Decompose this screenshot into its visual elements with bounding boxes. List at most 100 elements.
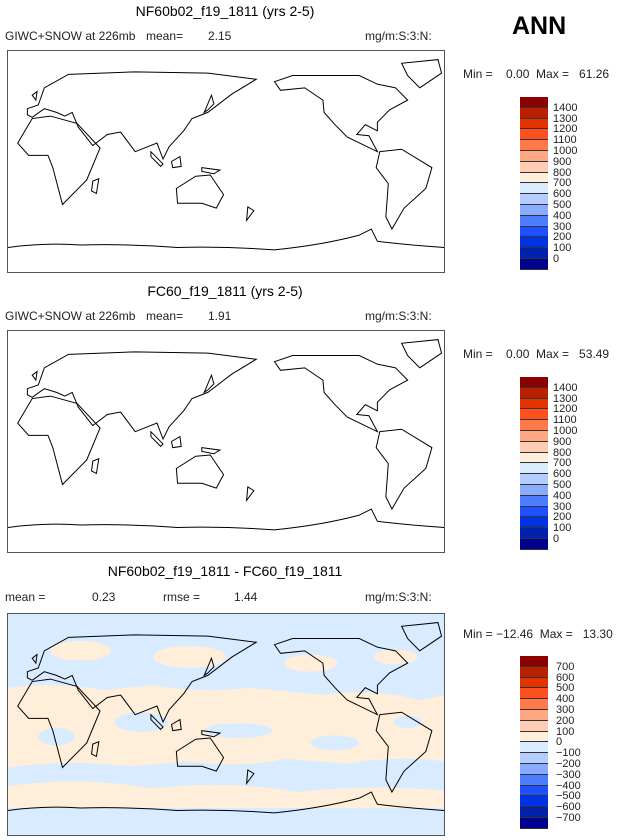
colorbar-label: 0 — [556, 736, 563, 749]
colorbar-box — [520, 666, 548, 678]
colorbar-label: −700 — [556, 812, 581, 824]
colorbar-label: 700 — [556, 660, 575, 673]
panel-2-mean-label: mean= — [146, 309, 184, 323]
colorbar-box — [520, 731, 548, 743]
colorbar-label: 300 — [553, 500, 572, 513]
panel-1-mean: 2.15 — [208, 29, 232, 43]
colorbar-box — [520, 796, 548, 808]
coastline — [402, 623, 442, 651]
panel-1-field: GIWC+SNOW at 226mb — [5, 29, 136, 43]
colorbar-box — [520, 528, 548, 539]
coastline — [274, 356, 407, 432]
colorbar-box — [520, 420, 548, 431]
colorbar-label: 300 — [556, 704, 575, 716]
colorbar-box — [520, 785, 548, 797]
colorbar-label: 1100 — [553, 414, 577, 427]
coastline — [247, 487, 254, 501]
colorbar-box — [520, 183, 548, 195]
negative-difference-regions — [38, 712, 423, 751]
season-label: ANN — [512, 12, 567, 40]
panel-1-title: NF60b02_f19_1811 (yrs 2-5) — [135, 3, 315, 19]
colorbar-label: 900 — [553, 435, 572, 448]
colorbar-label: 100 — [556, 725, 575, 738]
coastline — [376, 149, 432, 229]
colorbar-box — [520, 409, 548, 421]
colorbar-label: 400 — [553, 489, 572, 502]
colorbar-label: 500 — [553, 479, 572, 491]
colorbar-box — [520, 807, 548, 818]
coastline — [151, 152, 163, 167]
coastline — [274, 639, 407, 715]
colorbar-box — [520, 506, 548, 518]
panel-3-rmse: 1.44 — [234, 590, 258, 604]
colorbar-label: 400 — [556, 693, 575, 706]
colorbar-label: 1400 — [553, 381, 578, 394]
colorbar-label: 500 — [556, 682, 575, 695]
colorbar-label: 400 — [553, 209, 572, 222]
colorbar-box — [520, 204, 548, 216]
colorbar-label: 1200 — [553, 403, 578, 416]
colorbar-box — [520, 763, 548, 775]
coastline — [18, 679, 100, 767]
colorbar-box — [520, 709, 548, 721]
coastline — [402, 340, 442, 368]
colorbar-box — [520, 538, 548, 550]
panel-2-map — [7, 330, 445, 553]
colorbar-box — [520, 172, 548, 184]
colorbar-label: 200 — [553, 511, 572, 524]
coastline — [176, 738, 223, 771]
colorbar-box — [520, 194, 548, 205]
colorbar-label: 900 — [553, 155, 572, 168]
coastline — [247, 770, 254, 784]
panel-3-mean-label: mean = — [5, 590, 46, 604]
panel-2-units: mg/m:S:3:N: — [365, 309, 432, 323]
panel-3-map — [7, 613, 445, 836]
panel-2-colorbar: 1400 1300 1200 1100 1000 900 800 700 600 500 400 30… — [520, 377, 577, 550]
panel-1-map — [7, 50, 445, 273]
coastline — [204, 658, 214, 675]
panel-2-minmax: Min = 0.00 Max = 53.49 — [463, 347, 610, 361]
coastline — [27, 72, 256, 159]
coastline — [376, 712, 432, 792]
panel-2-title: FC60_f19_1811 (yrs 2-5) — [147, 283, 303, 299]
colorbar-box — [520, 248, 548, 259]
coastline — [92, 742, 99, 757]
colorbar-label: 600 — [553, 188, 572, 201]
colorbar-label: 1400 — [553, 101, 578, 114]
coastline — [8, 792, 444, 813]
colorbar-box — [520, 226, 548, 238]
coastline — [92, 179, 99, 194]
colorbar-box — [520, 118, 548, 130]
colorbar-box — [520, 699, 548, 710]
coastline — [18, 116, 100, 204]
coastline — [8, 229, 444, 250]
colorbar-label: −400 — [556, 779, 581, 792]
colorbar-label: 1300 — [553, 112, 578, 125]
colorbar-box — [520, 258, 548, 270]
colorbar-box — [520, 150, 548, 162]
panel-1-minmax: Min = 0.00 Max = 61.26 — [463, 67, 610, 81]
colorbar-label: 1100 — [553, 134, 577, 147]
panel-3-rmse-label: rmse = — [163, 590, 201, 604]
coastline — [202, 448, 220, 454]
colorbar-label: −600 — [556, 801, 581, 814]
coastline — [27, 635, 256, 722]
colorbar-box — [520, 774, 548, 786]
colorbar-label: 800 — [553, 446, 572, 459]
colorbar-label: 200 — [553, 231, 572, 244]
colorbar-label: 800 — [553, 166, 572, 179]
colorbar-box — [520, 97, 548, 108]
colorbar-box — [520, 452, 548, 464]
panel-2-field: GIWC+SNOW at 226mb — [5, 309, 136, 323]
coastline — [172, 437, 182, 448]
coastline — [151, 715, 163, 730]
colorbar-box — [520, 441, 548, 453]
colorbar-box — [520, 107, 548, 119]
colorbar-box — [520, 463, 548, 475]
colorbar-box — [520, 742, 548, 754]
coastline — [274, 76, 407, 152]
colorbar-label: 300 — [553, 220, 572, 233]
colorbar-label: −100 — [556, 747, 581, 760]
colorbar-label: −200 — [556, 758, 581, 770]
